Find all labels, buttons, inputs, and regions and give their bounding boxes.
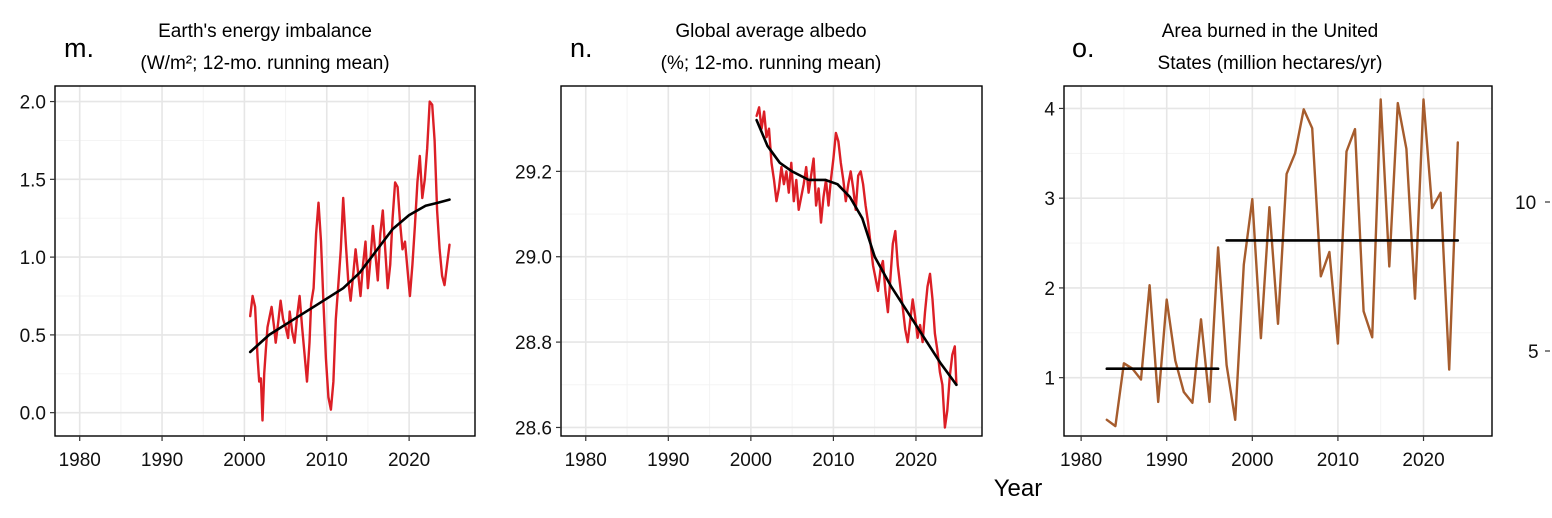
panel-title-line-1: Area burned in the United (1162, 21, 1379, 42)
x-tick-label: 2010 (812, 450, 854, 471)
x-axis-label: Year (994, 475, 1043, 502)
data-series-line (1105, 98, 1460, 428)
x-tick-label: 2020 (1402, 450, 1444, 471)
y-tick-label: 1 (1044, 369, 1055, 390)
panel-letter: o. (1072, 33, 1095, 63)
y-tick-label: 4 (1044, 99, 1055, 120)
panel-letter: n. (570, 33, 593, 63)
y-tick-label: 1.0 (20, 248, 46, 269)
y-tick-label: 0.5 (20, 326, 46, 347)
x-tick-label: 1990 (1146, 450, 1188, 471)
axes: 1980 1990 2000 2010 2020 1 2 3 4 (1044, 99, 1444, 471)
data-series-line (248, 100, 451, 422)
panel-o: o. Area burned in the United States (mil… (1044, 21, 1493, 471)
x-tick-label: 1980 (1060, 450, 1102, 471)
y-tick-label: 29.2 (515, 162, 552, 183)
x-tick-label: 2010 (306, 450, 348, 471)
x-tick-label: 2000 (1231, 450, 1273, 471)
y-tick-label: 29.0 (515, 248, 552, 269)
x-tick-label: 2020 (895, 450, 937, 471)
panel-n: n. Global average albedo (%; 12-mo. runn… (515, 21, 983, 471)
edge-tick-label: 5 (1528, 342, 1539, 363)
plot-frame (560, 85, 983, 437)
series-group (755, 106, 958, 429)
x-tick-label: 1980 (565, 450, 607, 471)
x-tick-label: 2020 (388, 450, 430, 471)
panel-title-line-2: States (million hectares/yr) (1158, 53, 1383, 74)
panel-title-line-2: (W/m²; 12-mo. running mean) (140, 53, 389, 74)
x-tick-label: 2010 (1317, 450, 1359, 471)
series-group (248, 100, 451, 422)
grid (561, 86, 982, 436)
panel-title-line-1: Earth's energy imbalance (158, 21, 372, 42)
axes: 1980 1990 2000 2010 2020 0.0 0.5 1.0 1.5 2.0 (20, 93, 431, 471)
series-group (1105, 98, 1460, 428)
edge-tick-label: 10 (1515, 193, 1536, 214)
x-tick-label: 2000 (730, 450, 772, 471)
x-tick-label: 1990 (141, 450, 183, 471)
x-tick-label: 1980 (59, 450, 101, 471)
panel-letter: m. (64, 33, 94, 63)
y-tick-label: 28.8 (515, 333, 552, 354)
panel-m: m. Earth's energy imbalance (W/m²; 12-mo… (20, 21, 476, 471)
x-tick-label: 1990 (647, 450, 689, 471)
axes: 1980 1990 2000 2010 2020 28.6 28.8 29.0 29.2 (515, 162, 937, 471)
panel-title-line-2: (%; 12-mo. running mean) (661, 53, 882, 74)
grid (55, 86, 475, 436)
y-tick-label: 1.5 (20, 170, 46, 191)
y-tick-label: 3 (1044, 189, 1055, 210)
trend-line (248, 198, 451, 354)
y-tick-label: 2 (1044, 279, 1055, 300)
grid (1064, 86, 1492, 436)
data-series-line (755, 106, 958, 429)
panel-title-line-1: Global average albedo (675, 21, 866, 42)
edge-fragment: 10 5 (1515, 193, 1550, 363)
y-tick-label: 28.6 (515, 418, 552, 439)
y-tick-label: 2.0 (20, 93, 46, 114)
plot-frame (54, 85, 476, 437)
plot-frame (1063, 85, 1493, 437)
y-tick-label: 0.0 (20, 404, 46, 425)
trend-line (755, 118, 958, 387)
x-tick-label: 2000 (223, 450, 265, 471)
